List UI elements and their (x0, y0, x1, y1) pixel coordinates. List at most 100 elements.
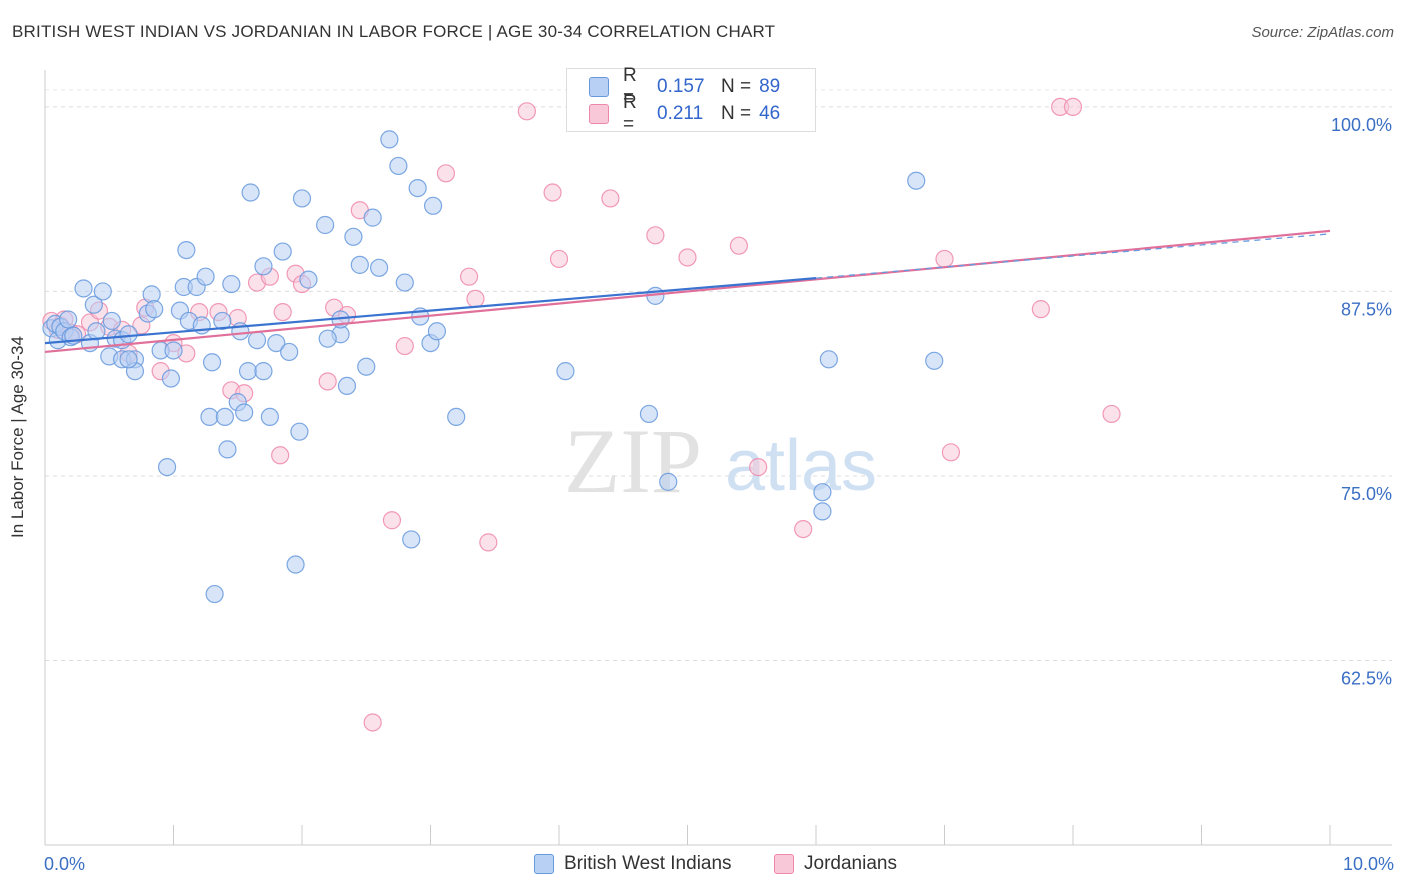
jordanian-point (749, 457, 768, 477)
jordanian-point (549, 249, 569, 269)
bwi-point (639, 404, 659, 424)
bwi-point (556, 362, 575, 381)
jordanian-point (271, 446, 290, 465)
bwi-point (286, 555, 305, 574)
jordanian-point (601, 189, 620, 208)
bwi-point (164, 341, 183, 360)
bwi-point (813, 483, 832, 502)
chart-source: Source: ZipAtlas.com (1251, 24, 1394, 41)
jordanian-trend-line (44, 229, 1331, 354)
bwi-point (241, 183, 260, 202)
british-west-indians-points (42, 97, 944, 604)
bwi-point (299, 270, 318, 289)
x-tick-label-end: 10.0% (1343, 854, 1394, 874)
x-tick-label-start: 0.0% (44, 854, 85, 874)
jordanian-point (436, 164, 456, 183)
bwi-point (423, 196, 443, 215)
bwi-point (202, 353, 222, 372)
jordanian-point (1031, 300, 1050, 319)
legend-swatch-bwi (589, 77, 609, 97)
series-legend-jor: Jordanians (774, 852, 897, 876)
jordanian-point (678, 248, 697, 267)
tick-labels: 62.5% 75.0% 87.5% 100.0% 0.0% 10.0% (44, 115, 1394, 874)
bwi-point (350, 255, 369, 274)
jordanian-point (273, 302, 292, 322)
bwi-point (395, 273, 414, 292)
bwi-point (280, 342, 299, 362)
y-tick-label: 87.5% (1341, 299, 1392, 319)
bwi-point (119, 350, 138, 369)
bwi-point (84, 295, 103, 314)
bwi-point (907, 171, 926, 190)
bwi-point (267, 333, 286, 353)
bwi-point (819, 350, 838, 369)
legend-row-bwi: R = 0.157 N = 89 (589, 65, 781, 108)
series-name-bwi: British West Indians (564, 853, 732, 874)
legend-r-label: R = (623, 92, 637, 135)
bwi-point (427, 322, 447, 341)
bwi-point (316, 215, 335, 235)
bwi-point (177, 240, 196, 260)
bwi-point (260, 407, 279, 427)
bwi-point (357, 357, 376, 376)
bwi-point (408, 178, 427, 198)
bwi-point (247, 331, 267, 350)
watermark: ZIP atlas (564, 410, 877, 512)
bwi-point (447, 407, 466, 427)
legend-n-label: N = (721, 76, 752, 97)
jordanian-point (935, 249, 954, 269)
bwi-point (363, 208, 382, 227)
bwi-trend-line-extension (815, 233, 1331, 279)
bwi-point (200, 407, 219, 427)
jordanian-point (459, 267, 479, 286)
jordanian-point (1102, 404, 1121, 424)
y-tick-label: 62.5% (1341, 668, 1392, 688)
bwi-point (370, 258, 389, 277)
jordanian-point (543, 183, 562, 202)
bwi-point (142, 285, 161, 304)
series-name-jor: Jordanians (804, 853, 897, 874)
stats-legend: R = 0.157 N = 89 R = 0.211 N = 46 (566, 65, 816, 135)
bwi-point (205, 584, 224, 604)
legend-n-value: 89 (759, 76, 781, 97)
legend-swatch-jor (589, 104, 609, 124)
y-tick-label: 100.0% (1331, 115, 1392, 135)
bwi-point (218, 440, 237, 459)
bwi-point (389, 156, 408, 176)
trend-lines (44, 229, 1331, 354)
bwi-point (659, 472, 678, 491)
bwi-point (813, 502, 832, 521)
bwi-point (222, 274, 241, 294)
bwi-point (238, 362, 258, 381)
bwi-point (254, 362, 273, 381)
legend-n-value: 46 (759, 103, 781, 124)
bwi-point (273, 242, 292, 261)
bwi-point (196, 267, 215, 286)
jordanian-point (1063, 97, 1083, 117)
bwi-point (74, 279, 93, 298)
bwi-point (213, 311, 232, 331)
jordanian-point (466, 289, 485, 308)
watermark-atlas: atlas (725, 426, 877, 506)
jordanian-point (941, 443, 961, 462)
legend-row-jor: R = 0.211 N = 46 (589, 92, 781, 135)
bwi-point (119, 325, 138, 344)
bwi-point (925, 351, 944, 370)
y-axis-label: In Labor Force | Age 30-34 (8, 336, 27, 538)
bwi-point (290, 422, 309, 441)
legend-n-label: N = (721, 103, 752, 124)
series-legend-bwi: British West Indians (534, 852, 732, 876)
legend-r-label: R = (623, 65, 637, 108)
axes (44, 70, 1392, 846)
bwi-point (337, 376, 357, 396)
bwi-point (215, 407, 234, 427)
bwi-trend-line (44, 277, 817, 345)
jordanian-point (517, 102, 536, 121)
y-tick-label: 75.0% (1341, 484, 1392, 504)
jordanian-point (729, 236, 749, 255)
bwi-point (344, 227, 363, 246)
bwi-point (145, 300, 164, 319)
series-swatch-bwi (534, 854, 554, 874)
jordanian-point (395, 336, 414, 356)
jordanian-point (646, 226, 665, 245)
